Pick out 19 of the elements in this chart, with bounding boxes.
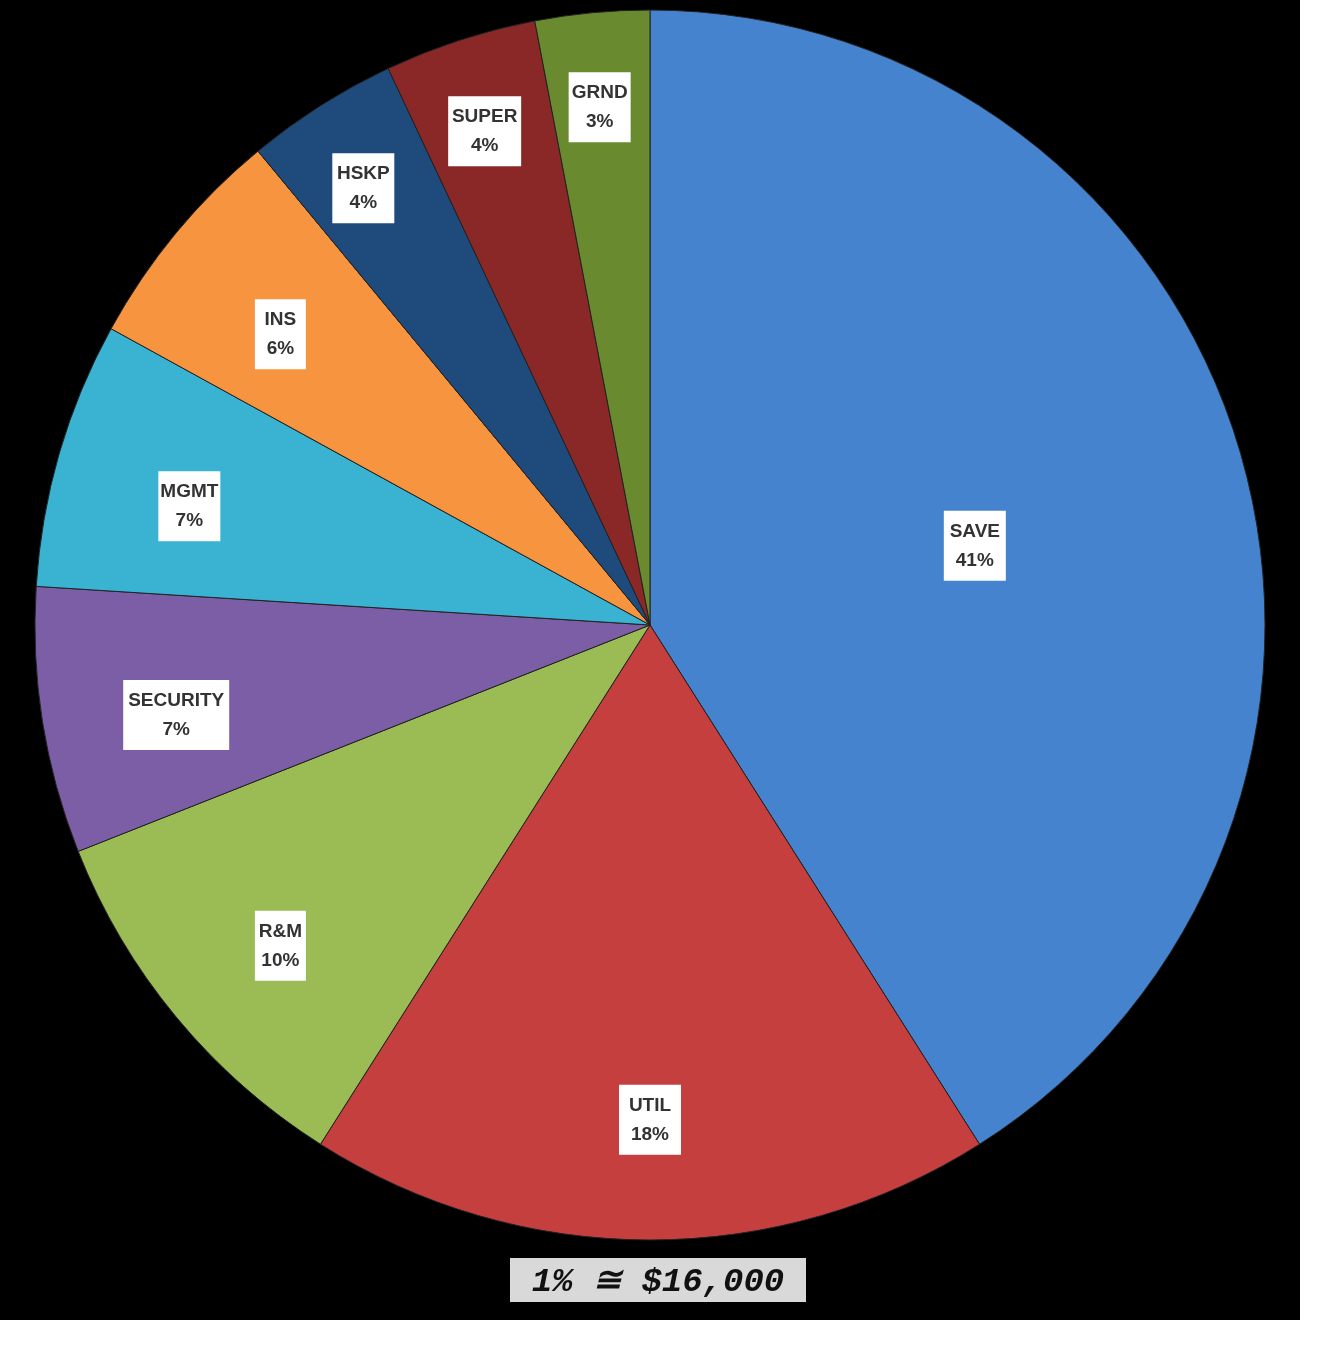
- slice-label: SUPER: [451, 105, 518, 127]
- slice-label: MGMT: [160, 480, 219, 502]
- slice-label: INS: [264, 308, 297, 330]
- data-label: 3%: [585, 110, 614, 132]
- slice-label: SAVE: [949, 519, 1000, 541]
- data-label: 4%: [349, 191, 378, 213]
- slice-label: HSKP: [336, 162, 391, 184]
- slice-label: SECURITY: [128, 689, 225, 711]
- slice-label: UTIL: [628, 1093, 672, 1115]
- data-label: 4%: [470, 134, 499, 156]
- slice-label: R&M: [258, 919, 303, 941]
- data-label: 41%: [955, 548, 994, 570]
- data-label: 7%: [175, 509, 204, 531]
- data-label: 7%: [162, 718, 191, 740]
- data-label: 10%: [261, 948, 300, 970]
- text: 1% ≅ $16,000: [531, 1263, 785, 1301]
- data-label: 18%: [630, 1122, 670, 1144]
- slice-label: GRND: [571, 81, 628, 103]
- data-label: 6%: [266, 337, 295, 359]
